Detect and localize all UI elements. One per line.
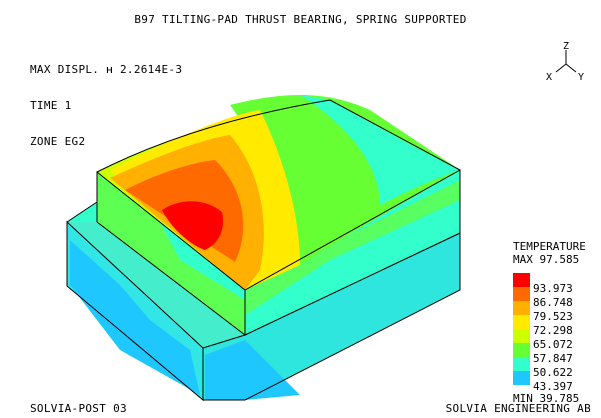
- legend-swatch-8: [513, 371, 530, 385]
- axis-z-label: Z: [563, 41, 569, 52]
- legend-level-1: 93.973: [533, 282, 573, 295]
- info-block: MAX DISPL. ʜ 2.2614E-3 TIME 1 ZONE EG2: [30, 40, 182, 172]
- legend-max: MAX 97.585: [513, 253, 580, 266]
- legend-swatch-5: [513, 329, 530, 343]
- zone-label: ZONE EG2: [30, 135, 86, 148]
- axis-x-label: X: [546, 72, 552, 83]
- legend-level-6: 57.847: [533, 352, 573, 365]
- legend-level-8: 43.397: [533, 380, 573, 393]
- footer-right-label: SOLVIA ENGINEERING AB: [445, 402, 591, 415]
- legend-level-4: 72.298: [533, 324, 573, 337]
- plot-title: B97 TILTING-PAD THRUST BEARING, SPRING S…: [134, 13, 467, 26]
- legend-swatch-7: [513, 357, 530, 371]
- support-plate: [66, 201, 461, 402]
- legend-title: TEMPERATURE: [513, 240, 586, 253]
- axis-y-label: Y: [578, 72, 584, 83]
- legend-swatch-6: [513, 343, 530, 357]
- legend-min: MIN 39.785: [513, 392, 580, 405]
- legend-level-7: 50.622: [533, 366, 573, 379]
- legend-level-5: 65.072: [533, 338, 573, 351]
- legend-swatch-3: [513, 301, 530, 315]
- legend-level-2: 86.748: [533, 296, 573, 309]
- tilting-pad: [96, 94, 462, 336]
- axis-triad-icon: Z X Y: [546, 41, 584, 83]
- legend-swatch-4: [513, 315, 530, 329]
- time-label: TIME 1: [30, 99, 72, 112]
- legend-swatch-2: [513, 287, 530, 301]
- temperature-legend: TEMPERATURE MAX 97.585 93.973 86.748 79.…: [505, 240, 595, 405]
- legend-level-3: 79.523: [533, 310, 573, 323]
- legend-swatch-1: [513, 273, 530, 287]
- max-displacement-label: MAX DISPL. ʜ 2.2614E-3: [30, 63, 183, 76]
- footer-left-label: SOLVIA-POST 03: [30, 402, 127, 415]
